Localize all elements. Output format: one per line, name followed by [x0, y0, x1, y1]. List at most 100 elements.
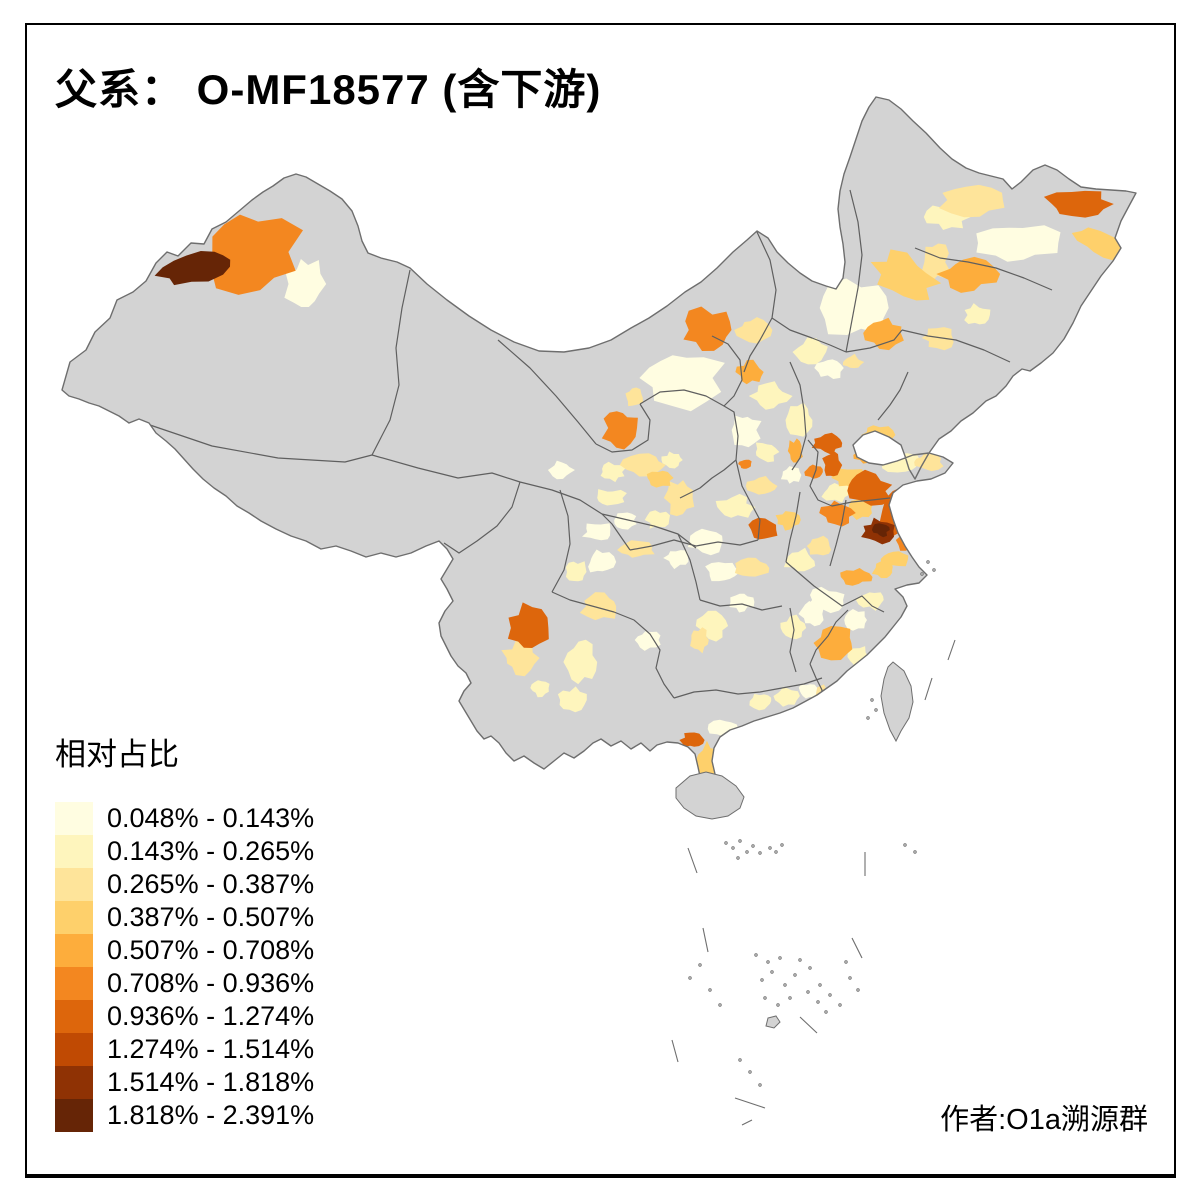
map-region-class-2 [661, 451, 683, 469]
map-region-class-2 [597, 489, 627, 506]
national-outline [61, 96, 1137, 794]
map-region-class-2 [563, 639, 598, 685]
map-region-class-2 [792, 337, 828, 365]
plot-title: 父系： O-MF18577 (含下游) [55, 66, 602, 113]
island [675, 771, 745, 820]
map-region-class-5 [813, 626, 853, 661]
map-region-class-1 [639, 355, 725, 412]
map-region-class-3 [734, 557, 770, 577]
map-region-class-1 [687, 528, 723, 556]
map-region-class-3 [745, 476, 778, 495]
map-region-class-7 [748, 517, 778, 540]
map-region-class-7 [811, 432, 843, 456]
map-region-class-1 [705, 562, 740, 582]
legend-swatch [55, 868, 93, 901]
map-region-class-2 [530, 680, 550, 698]
map-region-class-4 [646, 470, 674, 488]
map-region-class-2 [749, 693, 772, 711]
legend-label: 0.936% - 1.274% [107, 1001, 315, 1031]
map-region-class-2 [715, 493, 756, 518]
map-region-class-4 [870, 249, 942, 301]
map-region-class-2 [773, 686, 800, 707]
map-region-class-3 [921, 327, 954, 351]
legend-entry: 0.708% - 0.936% [55, 967, 314, 1000]
legend: 相对占比 0.048% - 0.143% 0.143% - 0.265% 0.265… [55, 738, 314, 1132]
map-region-class-7 [679, 732, 705, 747]
province-borders [149, 189, 1053, 701]
map-region-class-1 [798, 684, 818, 699]
legend-entry: 0.936% - 1.274% [55, 1000, 314, 1033]
map-region-class-2 [748, 381, 793, 410]
legend-swatch [55, 1066, 93, 1099]
legend-entry: 0.507% - 0.708% [55, 934, 314, 967]
map-region-class-4 [880, 551, 909, 567]
legend-swatch [55, 1000, 93, 1033]
map-region-class-4 [846, 499, 873, 520]
legend-entry: 1.818% - 2.391% [55, 1099, 314, 1132]
sea-marks [671, 560, 956, 1126]
map-region-class-7 [847, 469, 893, 506]
map-region-class-3 [690, 627, 709, 654]
legend-swatch [55, 1099, 93, 1132]
map-region-class-1 [634, 631, 661, 651]
map-region-class-1 [976, 225, 1061, 262]
map-region-class-1 [729, 593, 755, 613]
map-region-class-5 [863, 317, 904, 351]
map-region-class-7 [822, 451, 843, 477]
map-region-class-6 [804, 464, 823, 479]
map-region-class-1 [284, 259, 327, 307]
map-region-class-1 [614, 512, 637, 530]
legend-label: 0.387% - 0.507% [107, 902, 315, 932]
map-region-class-1 [588, 549, 617, 573]
map-region-class-7 [1043, 190, 1114, 218]
map-region-class-5 [787, 438, 803, 463]
map-region-class-2 [557, 686, 587, 713]
map-region-class-2 [695, 610, 729, 642]
map-region-class-2 [600, 461, 627, 483]
legend-entry: 1.274% - 1.514% [55, 1033, 314, 1066]
legend-swatch [55, 835, 93, 868]
map-region-class-5 [840, 568, 873, 586]
legend-title: 相对占比 [55, 737, 179, 772]
map-region-class-6 [895, 529, 920, 551]
legend-entry: 0.387% - 0.507% [55, 901, 314, 934]
map-region-class-7 [507, 602, 549, 648]
map-region-class-1 [814, 359, 844, 379]
legend-entry: 0.048% - 0.143% [55, 802, 314, 835]
map-region-class-3 [625, 387, 643, 407]
map-region-class-2 [644, 510, 670, 529]
legend-label: 0.048% - 0.143% [107, 803, 315, 833]
map-region-class-10 [871, 523, 890, 538]
map-region-class-2 [783, 547, 816, 572]
map-region-class-3 [579, 592, 617, 621]
map-region-class-6 [210, 214, 303, 295]
map-region-class-1 [582, 523, 611, 541]
map-region-class-4 [775, 511, 801, 531]
legend-swatch [55, 1033, 93, 1066]
map-region-class-2 [565, 561, 587, 582]
legend-swatch [55, 967, 93, 1000]
legend-entry: 0.143% - 0.265% [55, 835, 314, 868]
map-region-class-3 [619, 453, 666, 477]
legend-entry: 0.265% - 0.387% [55, 868, 314, 901]
map-region-class-1 [844, 609, 867, 631]
map-region-class-1 [731, 415, 762, 448]
legend-label: 0.507% - 0.708% [107, 935, 315, 965]
map-region-class-6 [819, 500, 856, 527]
map-region-class-10 [154, 251, 231, 286]
legend-label: 1.818% - 2.391% [107, 1100, 315, 1130]
legend-label: 1.514% - 1.818% [107, 1067, 315, 1097]
legend-swatch [55, 802, 93, 835]
legend-label: 0.708% - 0.936% [107, 968, 315, 998]
island [880, 661, 914, 743]
map-region-class-1 [798, 601, 824, 627]
map-region-class-4 [1071, 227, 1126, 262]
island [765, 1015, 781, 1029]
map-region-class-3 [734, 317, 773, 344]
map-region-class-3 [663, 480, 695, 517]
map-region-class-1 [663, 550, 689, 570]
map-region-class-4 [871, 561, 893, 579]
map-region-class-6 [601, 411, 638, 450]
